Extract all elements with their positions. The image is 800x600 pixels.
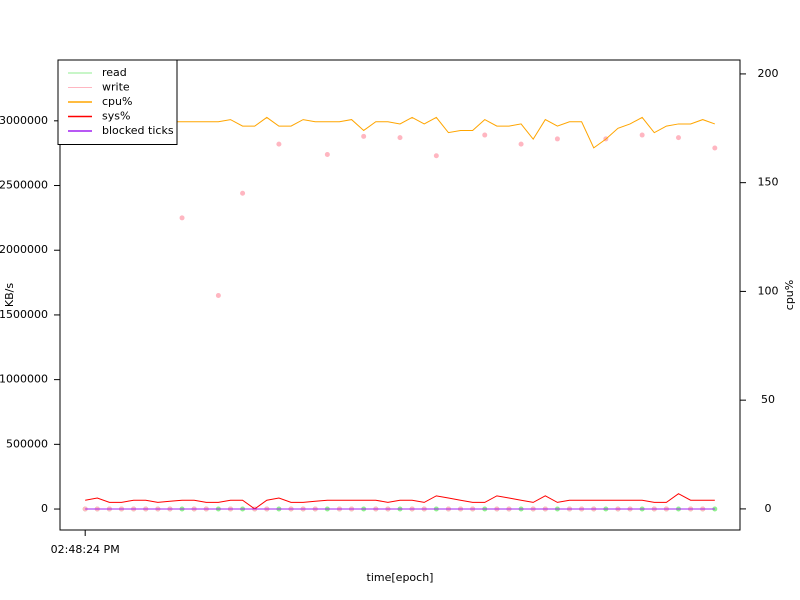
- series-line: [85, 116, 715, 149]
- series-line: [85, 493, 715, 510]
- point: [482, 132, 488, 138]
- y2-axis-title: cpu%: [783, 280, 796, 310]
- point: [554, 136, 560, 142]
- y-tick-label: 2000000: [0, 243, 48, 256]
- legend-label: blocked ticks: [102, 124, 174, 137]
- y-tick-label: 2500000: [0, 179, 48, 192]
- y-tick-label: 1500000: [0, 308, 48, 321]
- legend-label: sys%: [102, 110, 130, 123]
- point: [179, 215, 185, 221]
- y-tick-label: 3000000: [0, 114, 48, 127]
- point: [639, 132, 645, 138]
- point: [397, 135, 403, 141]
- y-tick-label: 0: [41, 502, 48, 515]
- point: [240, 190, 246, 196]
- y2-tick-label: 150: [758, 176, 779, 189]
- legend-label: cpu%: [102, 95, 132, 108]
- y-tick-label: 1000000: [0, 373, 48, 386]
- x-axis-title: time[epoch]: [367, 571, 434, 584]
- point: [518, 141, 524, 147]
- point: [324, 151, 330, 157]
- point: [675, 135, 681, 141]
- y2-tick-label: 50: [761, 393, 775, 406]
- point: [361, 133, 367, 139]
- y2-tick-label: 100: [758, 284, 779, 297]
- y-tick-label: 500000: [6, 437, 48, 450]
- legend-label: write: [102, 81, 130, 94]
- point: [433, 153, 439, 159]
- plot-frame: [59, 59, 741, 531]
- y2-tick-label: 200: [758, 67, 779, 80]
- point: [215, 293, 221, 299]
- y-axis-title: KB/s: [3, 283, 16, 307]
- point: [276, 141, 282, 147]
- x-tick-label: 02:48:24 PM: [51, 543, 120, 556]
- legend-label: read: [102, 66, 127, 79]
- y2-tick-label: 0: [765, 502, 772, 515]
- point: [712, 145, 718, 151]
